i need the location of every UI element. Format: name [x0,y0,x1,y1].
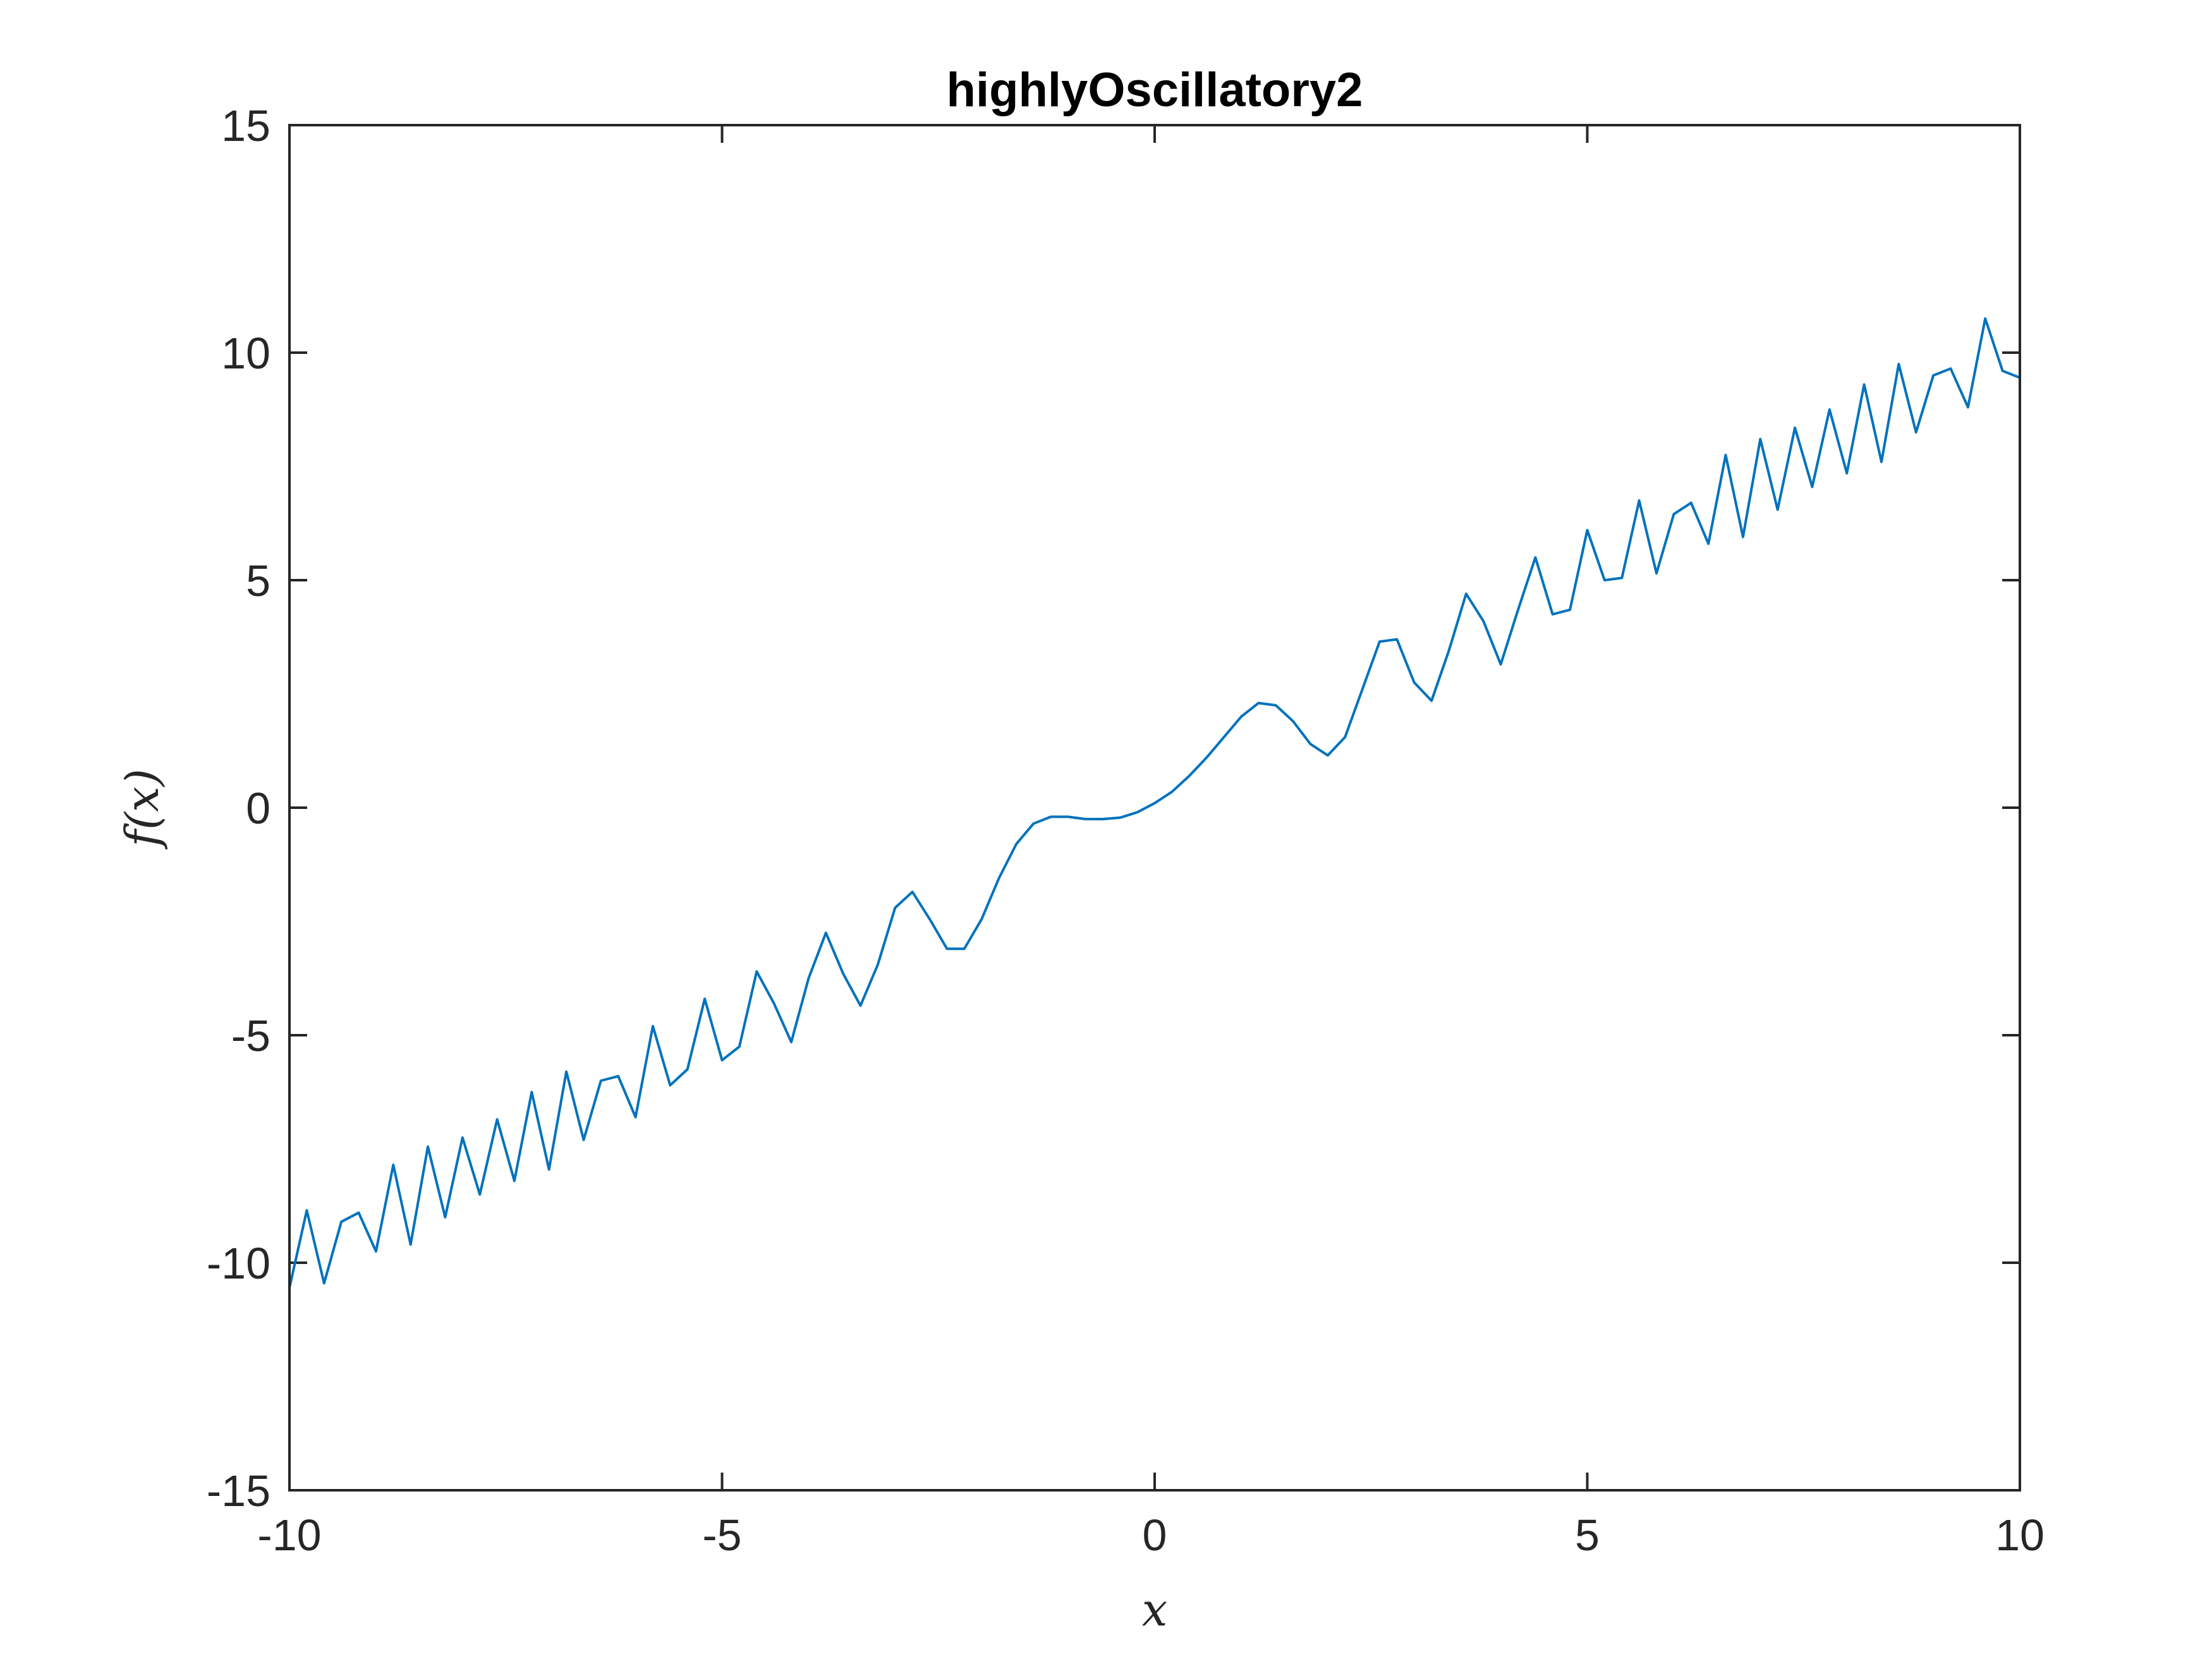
x-tick-label: 0 [1143,1510,1167,1560]
y-tick-label: -5 [231,1011,270,1060]
y-tick-label: 0 [246,784,270,833]
x-axis-label: x [1142,1583,1168,1636]
chart-title: highlyOscillatory2 [947,63,1363,117]
plot-frame [288,124,2021,1492]
x-tick-label: -10 [257,1510,321,1560]
x-tick-label: 5 [1575,1510,1600,1560]
y-tick-label: 5 [246,556,270,605]
y-tick-label: -10 [207,1239,270,1288]
y-tick-label: -15 [207,1466,270,1516]
y-tick-label: 10 [221,329,270,378]
x-tick-label: 10 [1995,1510,2045,1560]
y-tick-label: 15 [221,101,270,150]
x-tick-label: -5 [702,1510,741,1560]
plot-background [289,125,2020,1490]
y-axis-label: f(x) [116,769,169,849]
data-series-line [288,317,2021,1289]
